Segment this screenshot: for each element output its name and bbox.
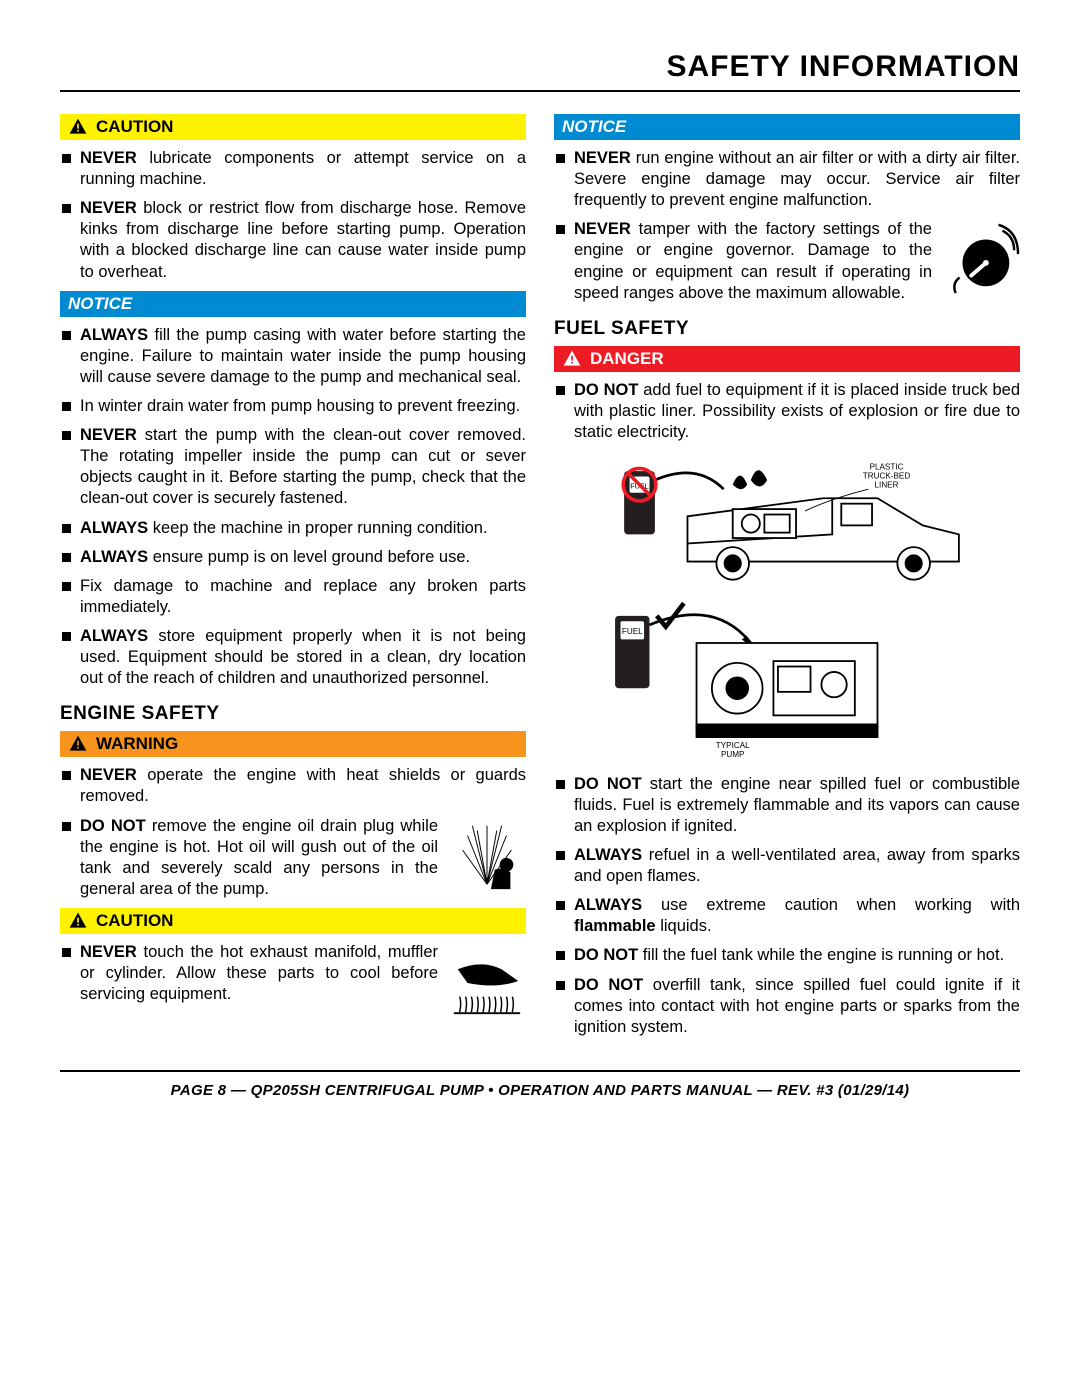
pump-label: TYPICAL <box>716 741 750 750</box>
liner-label: PLASTIC <box>870 462 904 471</box>
list-item: DO NOT fill the fuel tank while the engi… <box>554 945 1020 966</box>
engine-safety-heading: ENGINE SAFETY <box>60 703 526 725</box>
alert-triangle-icon <box>68 911 88 931</box>
svg-text:TRUCK-BED: TRUCK-BED <box>863 471 911 480</box>
list-item: ALWAYS use extreme caution when working … <box>554 895 1020 937</box>
caution-label-2: CAUTION <box>60 908 526 934</box>
list-item: DO NOT overfill tank, since spilled fuel… <box>554 975 1020 1038</box>
list-item: ALWAYS ensure pump is on level ground be… <box>60 547 526 568</box>
alert-triangle-icon <box>68 734 88 754</box>
alert-triangle-icon <box>562 349 582 369</box>
warning-label: WARNING <box>60 731 526 757</box>
caution-text: CAUTION <box>96 117 173 137</box>
list-item-text: DO NOT remove the engine oil drain plug … <box>80 816 438 900</box>
right-column: NOTICE NEVER run engine without an air f… <box>554 108 1020 1046</box>
notice-list-2: NEVER run engine without an air filter o… <box>554 148 1020 304</box>
list-item: NEVER block or restrict flow from discha… <box>60 198 526 282</box>
list-item: Fix damage to machine and replace any br… <box>60 576 526 618</box>
caution-label: CAUTION <box>60 114 526 140</box>
list-item: NEVER lubricate components or attempt se… <box>60 148 526 190</box>
notice-label: NOTICE <box>60 291 526 317</box>
notice-text: NOTICE <box>68 294 132 314</box>
danger-label: DANGER <box>554 346 1020 372</box>
hot-oil-splash-icon <box>448 816 526 894</box>
list-item: NEVER operate the engine with heat shiel… <box>60 765 526 807</box>
danger-text: DANGER <box>590 349 664 369</box>
page-footer: PAGE 8 — QP205SH CENTRIFUGAL PUMP • OPER… <box>60 1070 1020 1099</box>
svg-text:LINER: LINER <box>875 480 899 489</box>
notice-label-2: NOTICE <box>554 114 1020 140</box>
hot-surface-icon <box>448 942 526 1020</box>
danger-list-1: DO NOT add fuel to equipment if it is pl… <box>554 380 1020 443</box>
list-item-text: NEVER tamper with the factory settings o… <box>574 219 932 303</box>
governor-speed-icon <box>942 219 1020 297</box>
warning-list: NEVER operate the engine with heat shiel… <box>60 765 526 900</box>
alert-triangle-icon <box>68 117 88 137</box>
list-item: In winter drain water from pump housing … <box>60 396 526 417</box>
svg-text:PUMP: PUMP <box>721 750 744 759</box>
list-item: DO NOT add fuel to equipment if it is pl… <box>554 380 1020 443</box>
warning-text: WARNING <box>96 734 178 754</box>
content-columns: CAUTION NEVER lubricate components or at… <box>60 108 1020 1046</box>
left-column: CAUTION NEVER lubricate components or at… <box>60 108 526 1046</box>
list-item: ALWAYS store equipment properly when it … <box>60 626 526 689</box>
list-item: ALWAYS fill the pump casing with water b… <box>60 325 526 388</box>
fuel-safety-heading: FUEL SAFETY <box>554 318 1020 340</box>
caution-text: CAUTION <box>96 911 173 931</box>
danger-list-2: DO NOT start the engine near spilled fue… <box>554 774 1020 1038</box>
notice-list-1: ALWAYS fill the pump casing with water b… <box>60 325 526 690</box>
page-title: SAFETY INFORMATION <box>60 50 1020 92</box>
truck-fuel-diagram: FUEL <box>597 453 977 766</box>
svg-text:FUEL: FUEL <box>622 627 643 636</box>
list-item: ALWAYS refuel in a well-ventilated area,… <box>554 845 1020 887</box>
caution-list-1: NEVER lubricate components or attempt se… <box>60 148 526 283</box>
list-item: NEVER tamper with the factory settings o… <box>554 219 1020 303</box>
list-item: NEVER start the pump with the clean-out … <box>60 425 526 509</box>
list-item-text: NEVER touch the hot exhaust manifold, mu… <box>80 942 438 1005</box>
notice-text: NOTICE <box>562 117 626 137</box>
list-item: ALWAYS keep the machine in proper runnin… <box>60 518 526 539</box>
caution-list-2: NEVER touch the hot exhaust manifold, mu… <box>60 942 526 1020</box>
list-item: DO NOT start the engine near spilled fue… <box>554 774 1020 837</box>
list-item: DO NOT remove the engine oil drain plug … <box>60 816 526 900</box>
list-item: NEVER touch the hot exhaust manifold, mu… <box>60 942 526 1020</box>
list-item: NEVER run engine without an air filter o… <box>554 148 1020 211</box>
